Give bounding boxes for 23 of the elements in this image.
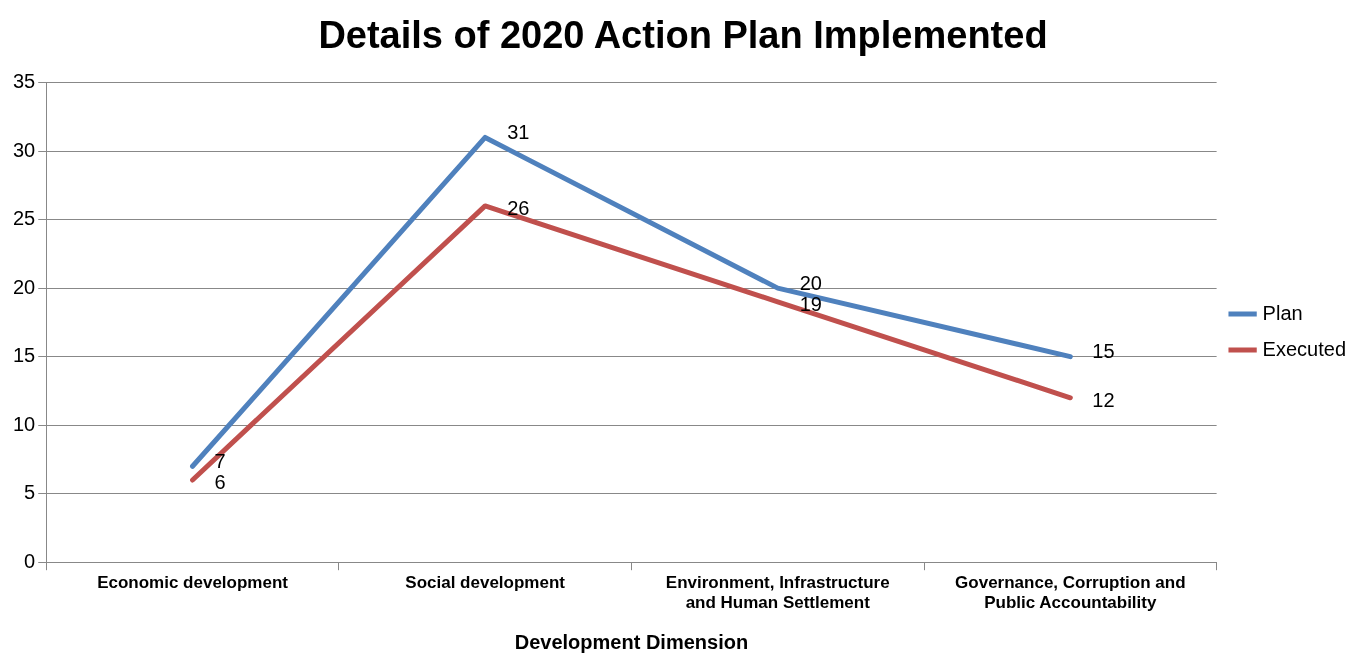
chart-title: Details of 2020 Action Plan Implemented [318,14,1048,57]
y-tick-label: 20 [13,275,36,298]
y-tick-label: 30 [13,138,36,161]
legend-label: Executed [1262,337,1346,360]
y-tick-label: 35 [13,70,36,93]
x-tick-label: Economic development [97,573,289,593]
x-tick-label: Environment, Infrastructure and Human Settlement [665,573,890,613]
data-label: 20 [799,271,822,294]
y-tick-label: 15 [13,344,36,367]
legend-label: Plan [1262,301,1303,324]
y-tick-label: 5 [24,481,36,504]
x-tick-label: Social development [405,573,566,593]
x-tick-label: Governance, Corruption and Public Accountability [955,573,1186,613]
y-tick-label: 25 [13,207,36,230]
y-tick-label: 10 [13,412,36,435]
data-label: 19 [799,293,822,316]
y-tick-label: 0 [24,549,36,572]
x-axis-title: Development Dimension [514,630,749,653]
data-label: 12 [1092,389,1115,412]
data-label: 15 [1092,340,1115,363]
data-label: 26 [507,197,530,220]
data-label: 6 [214,471,226,494]
data-label: 31 [507,120,530,143]
